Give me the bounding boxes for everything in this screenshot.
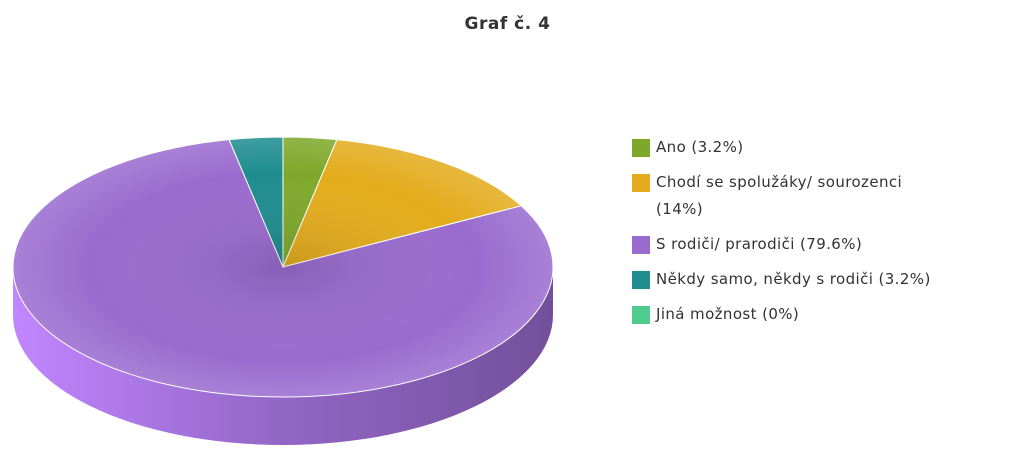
legend-item: Někdy samo, někdy s rodiči (3.2%)	[632, 270, 962, 293]
legend-item: S rodiči/ prarodiči (79.6%)	[632, 235, 962, 258]
legend-swatch	[632, 139, 650, 157]
chart-title: Graf č. 4	[464, 14, 551, 34]
legend-item: Jiná možnost (0%)	[632, 305, 962, 328]
legend-swatch	[632, 306, 650, 324]
legend-label: Někdy samo, někdy s rodiči (3.2%)	[656, 270, 931, 288]
legend-label: Chodí se spolužáky/ sourozenci (14%)	[656, 173, 903, 218]
legend-swatch	[632, 236, 650, 254]
legend-label: Ano (3.2%)	[656, 138, 744, 156]
legend-swatch	[632, 174, 650, 192]
legend-item: Ano (3.2%)	[632, 138, 962, 161]
legend: Ano (3.2%) Chodí se spolužáky/ sourozenci…	[632, 138, 962, 340]
legend-label: S rodiči/ prarodiči (79.6%)	[656, 235, 863, 253]
legend-swatch	[632, 271, 650, 289]
slice-side	[13, 267, 553, 445]
legend-label: Jiná možnost (0%)	[656, 305, 800, 323]
legend-item: Chodí se spolužáky/ sourozenci (14%)	[632, 173, 962, 223]
